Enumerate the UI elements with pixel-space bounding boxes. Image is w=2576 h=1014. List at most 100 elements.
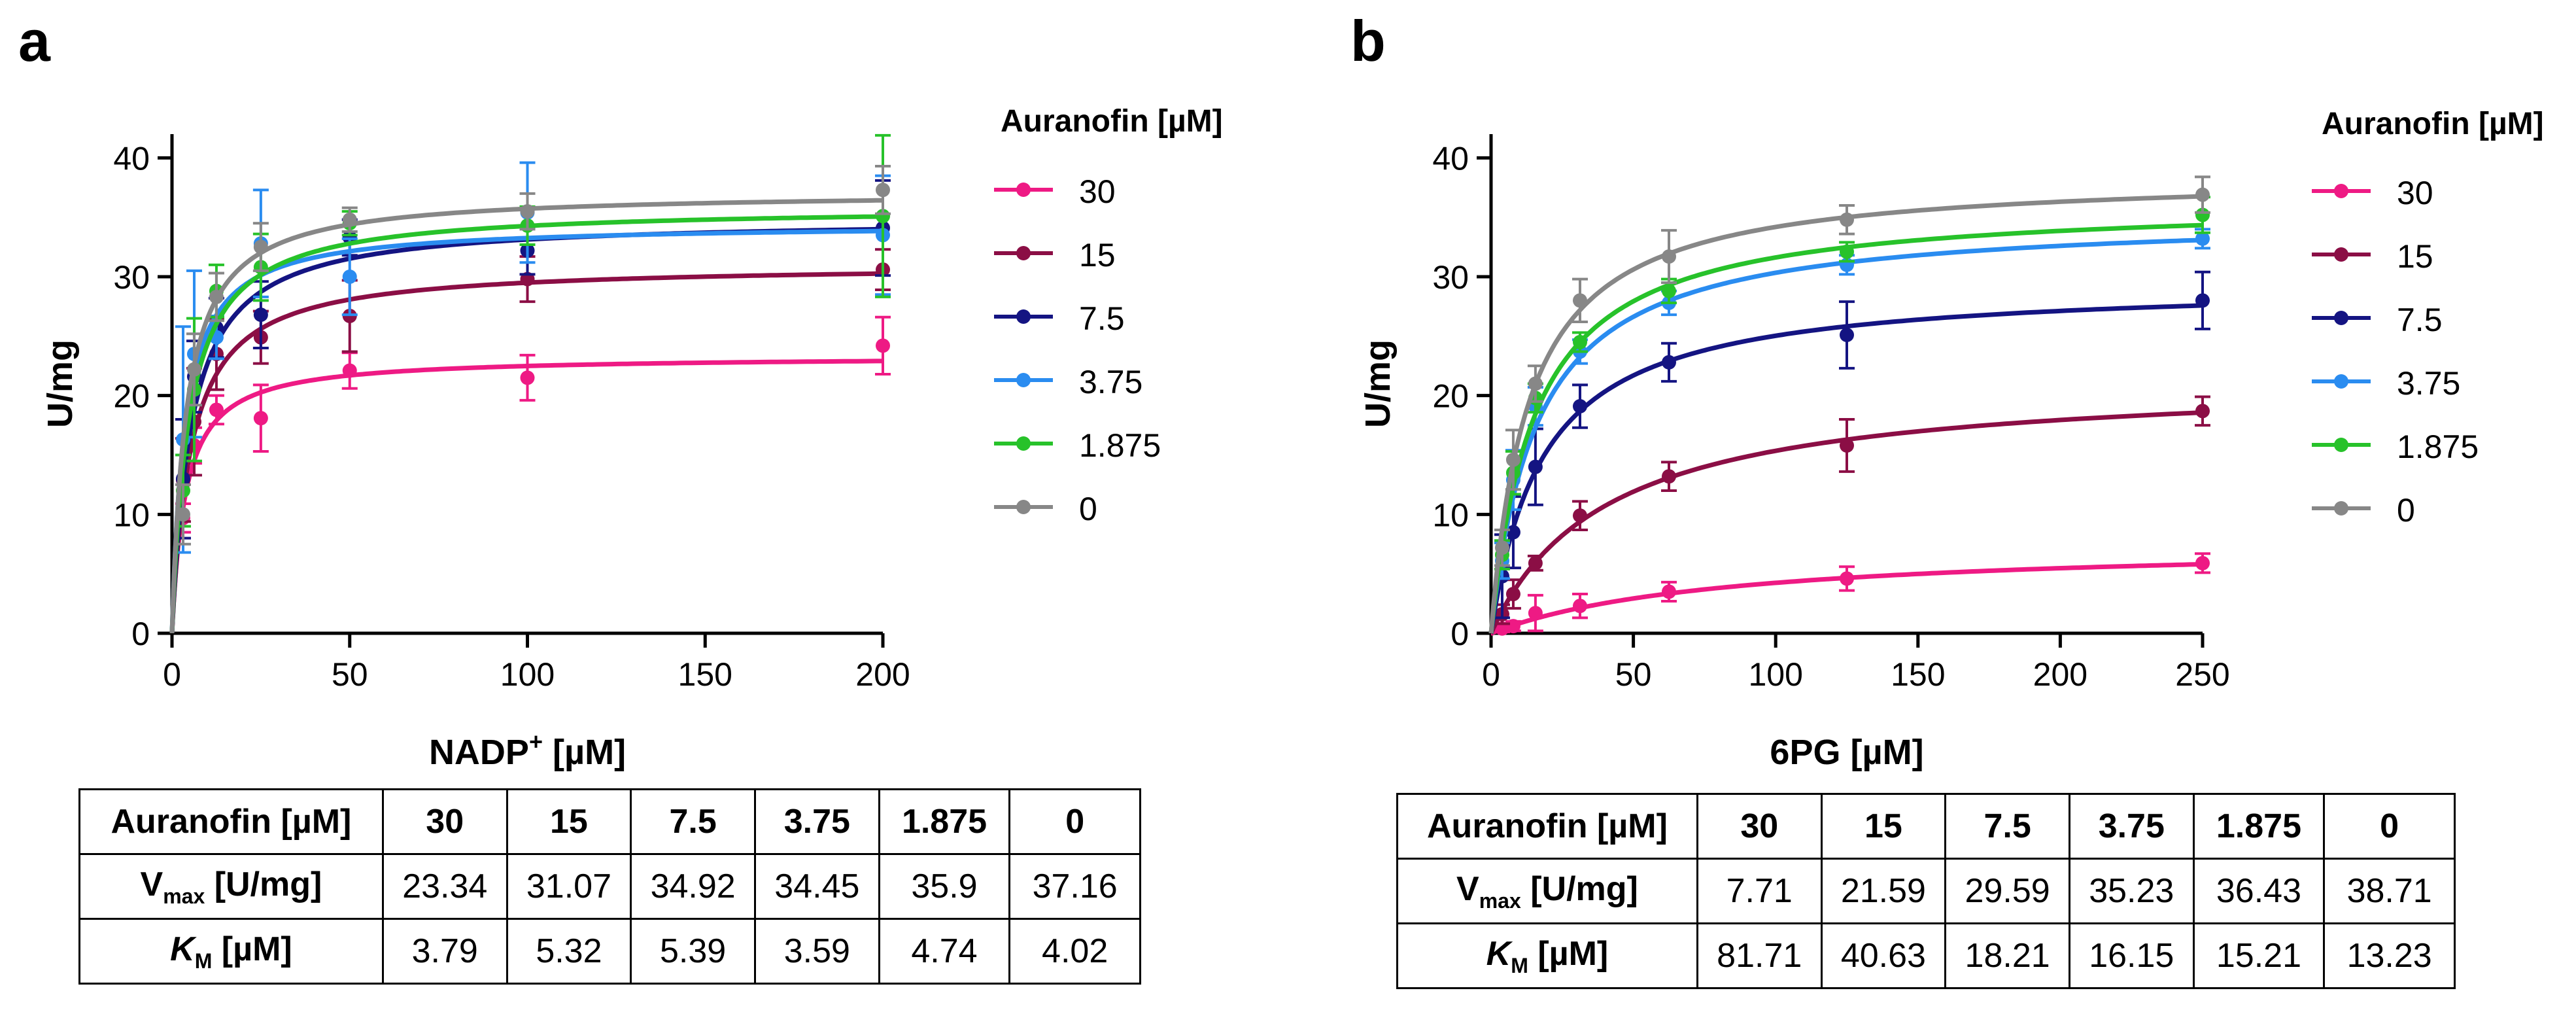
fit-curve: [169, 271, 884, 633]
data-point: [175, 507, 190, 522]
km-unit: [µM]: [212, 930, 292, 968]
fit-curve: [169, 358, 883, 633]
table-cell: 37.16: [1008, 853, 1141, 920]
data-point: [253, 307, 268, 323]
vmax-unit: [U/mg]: [205, 865, 322, 903]
km-subscript: M: [194, 949, 213, 973]
legend-marker: [2312, 438, 2371, 452]
table-cell: 18.21: [1944, 922, 2070, 989]
fit-curve: [169, 198, 884, 633]
legend-label: 0: [2397, 492, 2415, 529]
table-cell: 40.63: [1820, 922, 1947, 989]
vmax-symbol: V: [140, 865, 163, 903]
panel-b-letter: b: [1350, 9, 1386, 73]
table-header-cell: 0: [2323, 793, 2456, 860]
table-cell: 3.79: [381, 918, 508, 985]
table-header-cell: 1.875: [2192, 793, 2326, 860]
y-tick-label: 40: [113, 140, 150, 177]
table-cell: 5.32: [506, 918, 632, 985]
table-header-cell: 15: [506, 788, 632, 855]
x-tick-label: 100: [500, 656, 555, 693]
table-header-cell: 7.5: [630, 788, 756, 855]
table-header-cell: 7.5: [1944, 793, 2070, 860]
legend-marker: [2312, 374, 2371, 389]
fit-curve: [169, 214, 884, 633]
legend-marker: [994, 246, 1053, 260]
legend-marker: [994, 183, 1053, 197]
data-point: [520, 370, 535, 385]
panel-b-legend-title: Auranofin [µM]: [2322, 107, 2544, 141]
data-point: [520, 204, 535, 219]
table-row-km: KM [µM] 81.71 40.63 18.21 16.15 15.21 13…: [1396, 922, 2456, 989]
legend-marker: [994, 436, 1053, 451]
km-row-label: KM [µM]: [1396, 922, 1698, 989]
y-tick-label: 30: [113, 259, 150, 296]
y-tick-label: 10: [113, 497, 150, 533]
table-cell: 4.74: [878, 918, 1011, 985]
x-tick-label: 50: [332, 656, 368, 693]
legend-marker: [994, 500, 1053, 514]
data-point: [186, 362, 201, 377]
data-point: [342, 270, 357, 284]
y-tick-label: 20: [113, 378, 150, 415]
x-tick-label: 200: [855, 656, 910, 693]
vmax-row-label: Vmax [U/mg]: [78, 853, 384, 920]
y-axis-label: U/mg: [41, 340, 80, 428]
legend-marker: [2312, 501, 2371, 516]
table-cell: 21.59: [1820, 858, 1947, 924]
km-unit: [µM]: [1528, 934, 1609, 973]
table-cell: 31.07: [506, 853, 632, 920]
vmax-subscript: max: [1479, 888, 1521, 913]
table-cell: 23.34: [381, 853, 508, 920]
y-tick-label: 0: [131, 616, 150, 652]
table-cell: 34.92: [630, 853, 756, 920]
legend-marker: [2312, 311, 2371, 325]
table-header-label: Auranofin [µM]: [78, 788, 384, 855]
table-cell: 29.59: [1944, 858, 2070, 924]
panel-b-parameter-table: Auranofin [µM] 30 15 7.5 3.75 1.875 0 Vm…: [1396, 793, 2456, 989]
legend-label: 3.75: [2397, 365, 2461, 402]
km-symbol: K: [170, 930, 195, 968]
legend-label: 1.875: [2397, 428, 2479, 465]
legend-label: 7.5: [1079, 300, 1125, 337]
table-header-row: Auranofin [µM] 30 15 7.5 3.75 1.875 0: [78, 788, 1141, 855]
legend-label: 0: [1079, 491, 1097, 527]
legend-label: 1.875: [1079, 427, 1161, 464]
table-cell: 35.9: [878, 853, 1011, 920]
table-header-cell: 30: [1696, 793, 1823, 860]
km-row-label: KM [µM]: [78, 918, 384, 985]
table-cell: 3.59: [753, 918, 880, 985]
legend-marker: [2312, 247, 2371, 262]
table-row-vmax: Vmax [U/mg] 23.34 31.07 34.92 34.45 35.9…: [78, 853, 1141, 920]
legend-label: 15: [1079, 237, 1116, 273]
x-axis-label: NADP+ [µM]: [429, 728, 626, 772]
table-header-cell: 15: [1820, 793, 1947, 860]
vmax-symbol: V: [1456, 869, 1479, 908]
vmax-subscript: max: [163, 884, 205, 908]
table-header-cell: 3.75: [753, 788, 880, 855]
data-point: [209, 402, 224, 417]
legend-label: 30: [2397, 175, 2433, 211]
table-cell: 13.23: [2323, 922, 2456, 989]
table-cell: 35.23: [2068, 858, 2195, 924]
data-point: [342, 363, 357, 378]
data-point: [876, 338, 890, 353]
table-header-row: Auranofin [µM] 30 15 7.5 3.75 1.875 0: [1396, 793, 2456, 860]
x-tick-label: 150: [678, 656, 732, 693]
table-cell: 5.39: [630, 918, 756, 985]
legend-marker: [994, 373, 1053, 387]
data-point: [253, 239, 268, 254]
table-row-vmax: Vmax [U/mg] 7.71 21.59 29.59 35.23 36.43…: [1396, 858, 2456, 924]
legend-marker: [2312, 184, 2371, 198]
panel-a-letter: a: [18, 9, 50, 73]
legend-marker: [994, 309, 1053, 324]
table-row-km: KM [µM] 3.79 5.32 5.39 3.59 4.74 4.02: [78, 918, 1141, 985]
legend-label: 3.75: [1079, 364, 1143, 400]
data-point: [209, 289, 224, 304]
table-header-cell: 0: [1008, 788, 1141, 855]
table-cell: 34.45: [753, 853, 880, 920]
table-cell: 7.71: [1696, 858, 1823, 924]
table-cell: 38.71: [2323, 858, 2456, 924]
legend-label: 15: [2397, 238, 2433, 275]
